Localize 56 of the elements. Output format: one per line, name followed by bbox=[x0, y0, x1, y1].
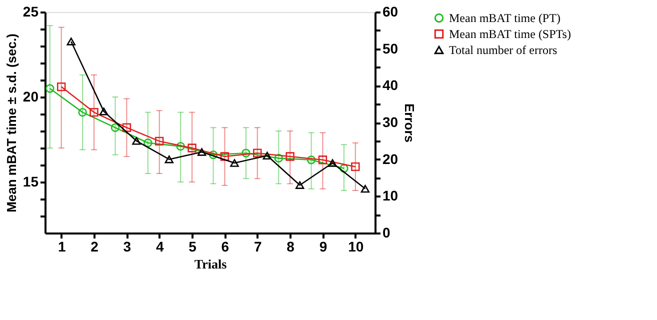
point bbox=[132, 137, 141, 145]
point bbox=[78, 108, 87, 117]
y2-tick-label: 30 bbox=[382, 114, 398, 130]
x-tick-label: 1 bbox=[58, 238, 66, 254]
x-tick-label: 2 bbox=[90, 238, 99, 254]
point bbox=[90, 108, 98, 117]
point bbox=[188, 144, 196, 152]
point bbox=[99, 108, 108, 116]
point bbox=[360, 184, 370, 193]
y2-tick-label: 0 bbox=[382, 224, 390, 240]
y-tick-label: 25 bbox=[22, 4, 39, 20]
x-tick-label: 6 bbox=[221, 238, 230, 254]
point bbox=[230, 159, 239, 167]
point bbox=[144, 138, 152, 148]
point bbox=[56, 82, 66, 92]
point bbox=[176, 142, 185, 151]
y2-tick-label: 50 bbox=[382, 40, 398, 56]
point bbox=[253, 148, 262, 158]
point bbox=[122, 123, 132, 132]
legend-label: Total number of errors bbox=[449, 43, 558, 57]
y2-tick-label: 40 bbox=[382, 77, 398, 94]
point bbox=[318, 156, 328, 164]
point bbox=[155, 136, 164, 146]
legend-label: Mean mBAT time (SPTs) bbox=[449, 27, 571, 41]
x-tick-label: 5 bbox=[188, 238, 197, 254]
x-axis-title: Trials bbox=[194, 256, 227, 272]
y-axis-title: Mean mBAT time ± s.d. (sec.) bbox=[4, 34, 19, 212]
x-tick-label: 4 bbox=[156, 238, 164, 254]
x-tick-label: 8 bbox=[286, 238, 295, 254]
point bbox=[274, 154, 283, 163]
y-tick-label: 20 bbox=[22, 88, 39, 104]
y2-tick-label: 60 bbox=[382, 4, 398, 20]
point bbox=[110, 123, 120, 132]
point bbox=[220, 152, 230, 161]
x-tick-label: 10 bbox=[348, 238, 364, 254]
y2-tick-label: 10 bbox=[382, 188, 398, 204]
point bbox=[208, 150, 218, 160]
point bbox=[66, 38, 76, 46]
x-tick-label: 9 bbox=[319, 238, 328, 254]
x-tick-label: 3 bbox=[123, 238, 132, 254]
point bbox=[46, 84, 54, 93]
point bbox=[286, 152, 294, 161]
point bbox=[340, 164, 348, 173]
point bbox=[295, 181, 304, 189]
point bbox=[242, 148, 250, 158]
legend-label: Mean mBAT time (PT) bbox=[449, 11, 560, 25]
point bbox=[328, 159, 337, 167]
point bbox=[164, 155, 174, 164]
y-tick-label: 15 bbox=[22, 174, 39, 190]
point bbox=[262, 152, 272, 160]
point bbox=[197, 148, 206, 156]
point bbox=[306, 156, 316, 164]
x-tick-label: 7 bbox=[254, 238, 262, 254]
y2-axis-title: Errors bbox=[402, 103, 418, 143]
point bbox=[351, 162, 360, 172]
y2-tick-label: 20 bbox=[382, 150, 398, 167]
